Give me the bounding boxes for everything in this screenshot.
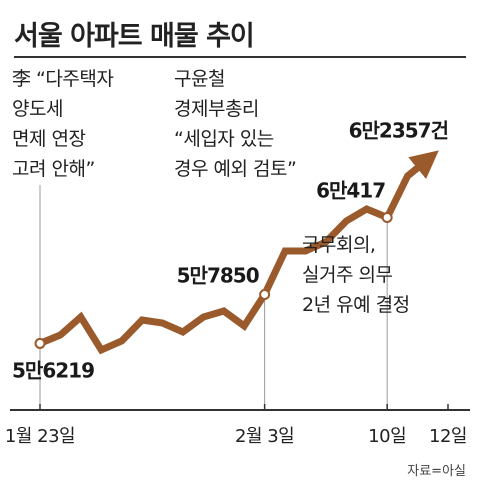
- source-note: 자료=아실: [407, 464, 466, 479]
- data-value-label: 5만6219: [12, 358, 94, 382]
- data-point-marker: [34, 337, 46, 349]
- chart-title: 서울 아파트 매물 추이: [14, 21, 255, 52]
- annotation-cabinet-decision: 국무회의, 실거주 의무 2년 유예 결정: [302, 234, 410, 316]
- series-line: [38, 150, 439, 355]
- x-tick-label: 2월 3일: [235, 426, 294, 447]
- data-value-label: 6만2357건: [349, 118, 448, 142]
- data-point-marker: [381, 211, 393, 223]
- data-point-marker: [259, 289, 271, 300]
- annotation-deputy-pm: 구윤철 경제부총리 “세입자 있는 경우 예외 검토”: [174, 68, 297, 180]
- x-tick-label: 12일: [429, 426, 467, 447]
- title-divider: [14, 56, 466, 58]
- annotation-tax-policy: 李 “다주택자 양도세 면제 연장 고려 안해”: [12, 68, 114, 180]
- data-value-label: 5만7850: [177, 264, 259, 288]
- data-value-label: 6만417: [316, 178, 385, 202]
- x-tick-label: 10일: [368, 426, 406, 447]
- x-tick-label: 1월 23일: [5, 426, 75, 447]
